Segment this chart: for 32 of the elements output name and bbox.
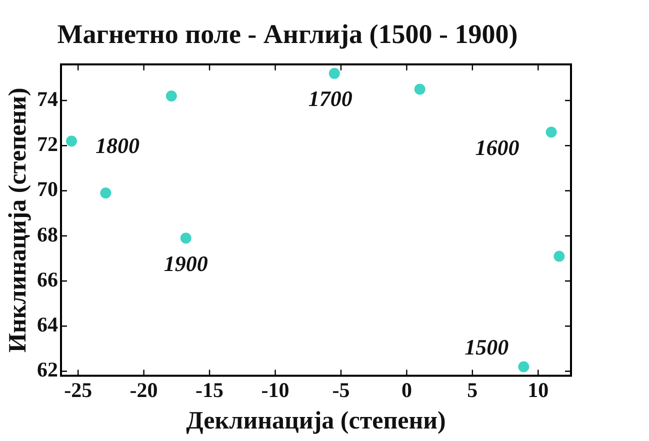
y-tick-label: 72 <box>37 132 58 156</box>
annotation: 1800 <box>96 132 140 158</box>
x-axis-title: Деклинација (степени) <box>186 407 446 434</box>
x-tick-label: -10 <box>261 378 290 402</box>
point <box>414 84 426 95</box>
y-tick-label: 64 <box>37 312 58 337</box>
x-tick-label: 10 <box>528 378 549 402</box>
y-tick-label: 74 <box>37 86 58 111</box>
point <box>554 250 565 262</box>
annotation: 1600 <box>475 134 520 160</box>
y-tick-label: 62 <box>37 358 58 382</box>
y-tick-label: 70 <box>37 177 58 202</box>
x-tick-label: 5 <box>467 378 478 402</box>
chart-title: Магнетно поле - Англија (1500 - 1900) <box>57 19 518 50</box>
y-tick-label: 66 <box>37 267 58 292</box>
annotation: 1700 <box>308 86 352 112</box>
x-tick-label: -5 <box>332 378 350 402</box>
point <box>180 232 192 244</box>
x-tick-label: 0 <box>401 378 412 402</box>
point <box>100 188 112 199</box>
x-tick-label: -20 <box>130 378 158 402</box>
x-tick-label: -15 <box>196 378 224 402</box>
point <box>66 136 78 147</box>
point <box>518 361 530 372</box>
point <box>328 68 340 79</box>
y-axis-title: Инклинација (степени) <box>4 88 32 353</box>
annotation: 1900 <box>164 250 208 276</box>
x-tick-label: -25 <box>64 378 92 402</box>
y-tick-label: 68 <box>37 222 58 246</box>
annotation: 1500 <box>464 334 509 360</box>
point <box>546 126 557 138</box>
point <box>166 90 177 102</box>
